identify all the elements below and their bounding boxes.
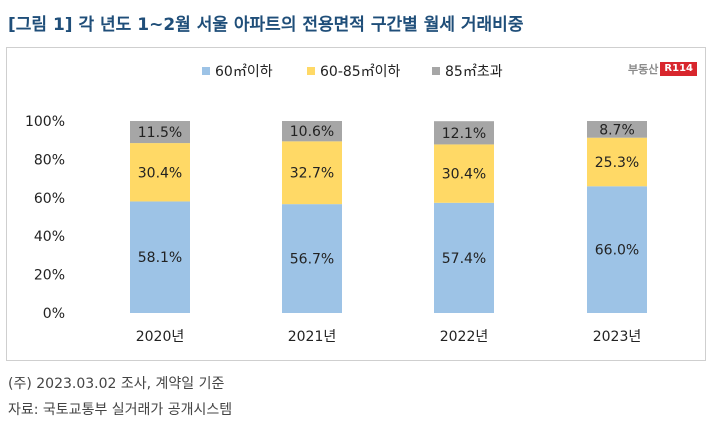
data-label: 8.7% — [599, 122, 635, 138]
legend-swatch — [432, 67, 440, 75]
bar-segment — [130, 201, 190, 313]
legend-label: 85㎡초과 — [445, 64, 503, 80]
x-tick-label: 2022년 — [440, 329, 489, 345]
data-label: 30.4% — [442, 167, 486, 183]
bar-segment — [130, 143, 190, 202]
data-label: 30.4% — [138, 165, 182, 181]
logo-badge: R114 — [660, 62, 697, 76]
data-label: 57.4% — [442, 251, 486, 267]
chart-area: 부동산 R114 60㎡이하 60-85㎡이하 85㎡초과 0% 20% 40% 60% 80… — [6, 47, 706, 361]
bar-segment — [282, 121, 342, 142]
legend-label: 60㎡이하 — [215, 64, 273, 80]
source-note: 자료: 국토교통부 실거래가 공개시스템 — [8, 402, 233, 418]
bar-segment — [434, 121, 494, 145]
x-tick-label: 2023년 — [593, 329, 642, 345]
bar-segment — [587, 137, 647, 187]
x-tick-label: 2021년 — [288, 329, 337, 345]
footnote: (주) 2023.03.02 조사, 계약일 기준 — [8, 376, 225, 392]
data-label: 11.5% — [138, 125, 182, 141]
y-tick-label: 0% — [43, 306, 65, 322]
data-label: 58.1% — [138, 250, 182, 266]
logo-text: 부동산 — [628, 63, 659, 76]
chart-title: [그림 1] 각 년도 1~2월 서울 아파트의 전용면적 구간별 월세 거래비… — [8, 15, 524, 35]
y-tick-label: 40% — [34, 229, 65, 245]
x-tick-label: 2020년 — [136, 329, 185, 345]
data-label: 32.7% — [290, 166, 334, 182]
bar-segment — [587, 186, 647, 313]
bar-segment — [282, 141, 342, 205]
y-tick-label: 60% — [34, 191, 65, 207]
data-label: 25.3% — [595, 155, 639, 171]
legend-swatch — [202, 67, 210, 75]
data-label: 12.1% — [442, 126, 486, 142]
legend-label: 60-85㎡이하 — [320, 64, 401, 80]
legend-swatch — [307, 67, 315, 75]
bar-segment — [130, 121, 190, 144]
bar-segment — [282, 204, 342, 313]
data-label: 56.7% — [290, 252, 334, 268]
y-tick-label: 20% — [34, 268, 65, 284]
y-tick-label: 100% — [25, 114, 65, 130]
y-tick-label: 80% — [34, 152, 65, 168]
bar-segment — [434, 144, 494, 203]
bar-segment — [434, 202, 494, 313]
brand-logo: 부동산 R114 — [628, 61, 697, 77]
stacked-bar-chart: 60㎡이하 60-85㎡이하 85㎡초과 0% 20% 40% 60% 80% 100% 58.1… — [25, 64, 647, 345]
data-label: 10.6% — [290, 124, 334, 140]
bar-segment — [587, 121, 647, 138]
data-label: 66.0% — [595, 243, 639, 259]
